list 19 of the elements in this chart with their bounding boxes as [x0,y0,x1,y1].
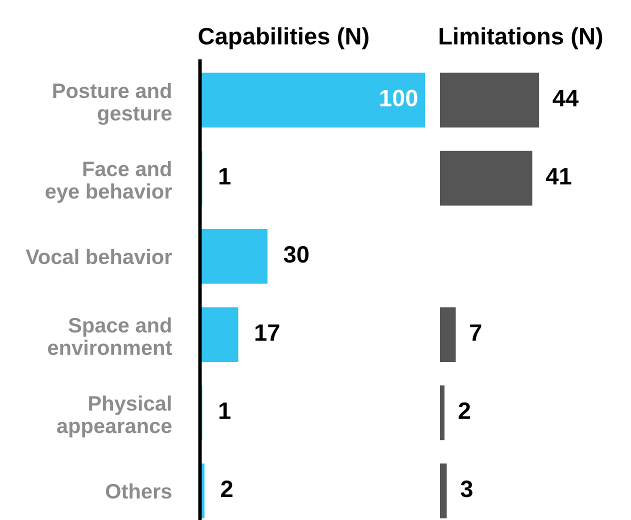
data-label: 2 [458,402,470,419]
y-tick-label: Vocal behavior [26,248,172,264]
data-label: 41 [546,168,572,184]
data-label: 44 [552,90,579,106]
data-label: 100 [380,90,418,106]
y-tick-label: Space and environment [48,317,172,356]
y-tick-label: Face and eye behavior [46,160,172,203]
data-label: 1 [219,402,230,419]
data-label: 1 [219,168,230,184]
data-label: 17 [255,324,280,341]
y-tick-label: Physical appearance [57,395,172,438]
data-label: 2 [221,480,232,498]
chart-title: Limitations (N) [440,27,602,50]
data-label: 3 [460,480,472,498]
data-label: 30 [284,246,309,263]
y-tick-label: Others [106,483,172,499]
chart-title: Capabilities (N) [198,27,368,50]
y-tick-label: Posture and gesture [53,82,172,125]
data-label: 7 [470,324,482,341]
